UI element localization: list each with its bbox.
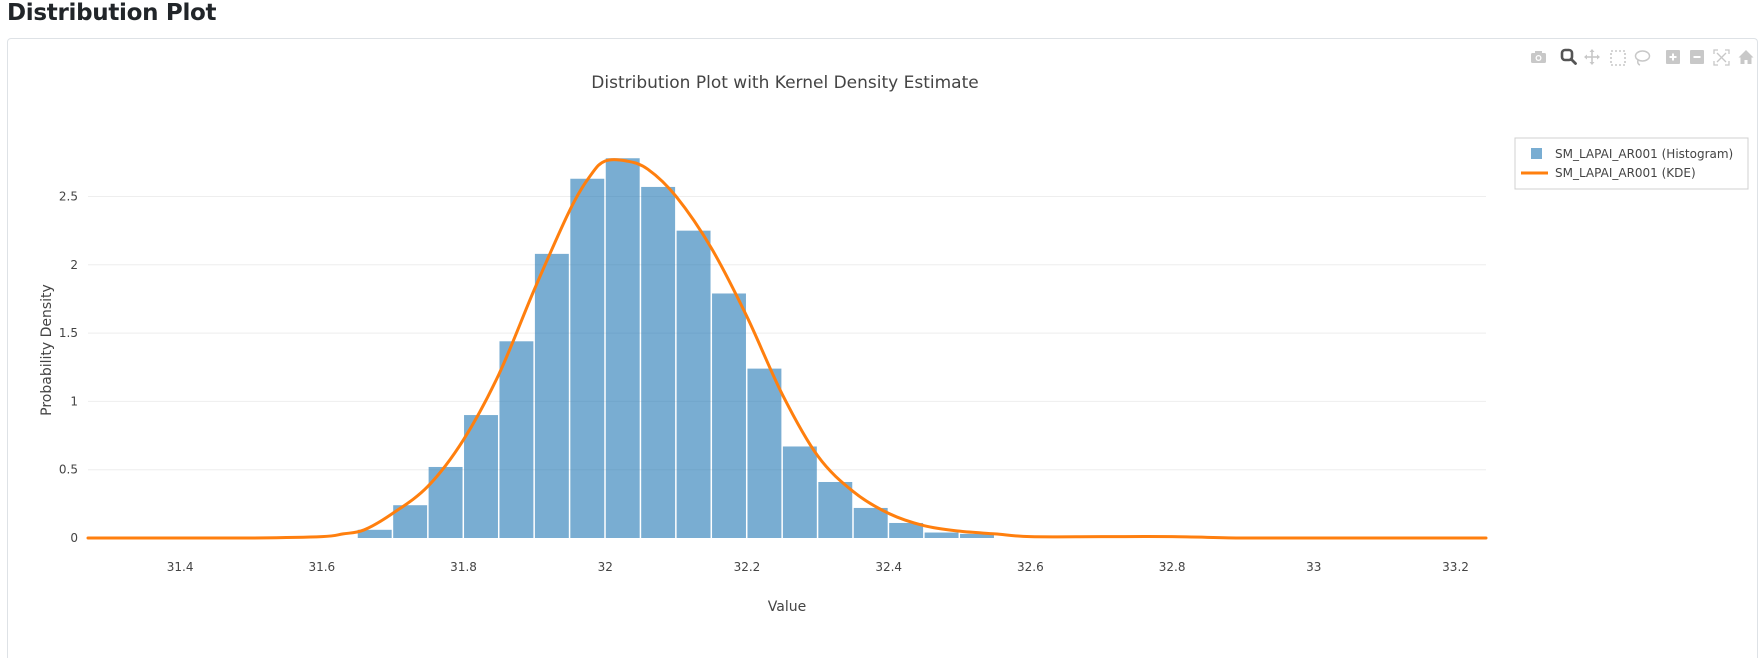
x-tick-label: 32.6 bbox=[1017, 560, 1044, 574]
histogram-bar[interactable] bbox=[747, 368, 782, 538]
lasso-select-icon[interactable] bbox=[1634, 50, 1651, 66]
x-tick-label: 32.8 bbox=[1159, 560, 1186, 574]
histogram-bar[interactable] bbox=[464, 415, 498, 538]
histogram-bar[interactable] bbox=[889, 522, 924, 538]
y-tick-label: 1 bbox=[70, 394, 78, 408]
y-tick-label: 2 bbox=[70, 258, 78, 272]
x-tick-label: 32.2 bbox=[734, 560, 761, 574]
histogram-bar[interactable] bbox=[960, 533, 994, 538]
zoom-icon[interactable] bbox=[1560, 48, 1577, 65]
histogram-bar[interactable] bbox=[499, 341, 534, 538]
zoom-out-icon[interactable] bbox=[1690, 50, 1704, 64]
x-tick-label: 33 bbox=[1306, 560, 1321, 574]
y-tick-label: 1.5 bbox=[59, 326, 78, 340]
legend-item-histogram[interactable]: SM_LAPAI_AR001 (Histogram) bbox=[1531, 147, 1733, 161]
y-axis-ticks: 0 0.5 1 1.5 2 2.5 bbox=[59, 189, 78, 545]
histogram-bar[interactable] bbox=[712, 293, 746, 538]
kde-line[interactable] bbox=[86, 158, 1488, 540]
legend: SM_LAPAI_AR001 (Histogram) SM_LAPAI_AR00… bbox=[1514, 137, 1749, 190]
histogram-bar[interactable] bbox=[641, 186, 676, 539]
histogram-bar[interactable] bbox=[357, 529, 392, 538]
gridlines bbox=[88, 195, 1486, 471]
y-tick-label: 2.5 bbox=[59, 189, 78, 203]
y-axis-title: Probability Density bbox=[39, 284, 55, 416]
histogram-bar[interactable] bbox=[605, 158, 640, 539]
histogram-bars[interactable] bbox=[357, 158, 994, 539]
zoom-in-icon[interactable] bbox=[1666, 50, 1680, 64]
x-axis-ticks: 31.4 31.6 31.8 32 32.2 32.4 32.6 32.8 33 33.2 bbox=[167, 560, 1469, 574]
autoscale-icon[interactable] bbox=[1713, 49, 1730, 66]
x-tick-label: 32.4 bbox=[875, 560, 902, 574]
box-select-icon[interactable] bbox=[1610, 50, 1626, 66]
x-tick-label: 32 bbox=[598, 560, 613, 574]
x-axis-title: Value bbox=[768, 599, 806, 615]
x-tick-label: 31.6 bbox=[308, 560, 335, 574]
chart-card bbox=[7, 38, 1758, 658]
legend-item-kde[interactable]: SM_LAPAI_AR001 (KDE) bbox=[1521, 166, 1696, 180]
y-tick-label: 0.5 bbox=[59, 463, 78, 477]
x-tick-label: 31.8 bbox=[450, 560, 477, 574]
x-tick-label: 31.4 bbox=[167, 560, 194, 574]
histogram-bar[interactable] bbox=[534, 253, 569, 539]
camera-icon[interactable] bbox=[1531, 51, 1546, 63]
histogram-bar[interactable] bbox=[676, 230, 711, 538]
modebar bbox=[1531, 48, 1754, 66]
histogram-bar[interactable] bbox=[818, 481, 853, 538]
histogram-swatch-icon bbox=[1531, 148, 1542, 159]
pan-icon[interactable] bbox=[1584, 49, 1600, 65]
histogram-bar[interactable] bbox=[570, 178, 605, 538]
legend-label-histogram: SM_LAPAI_AR001 (Histogram) bbox=[1555, 147, 1733, 161]
x-tick-label: 33.2 bbox=[1442, 560, 1469, 574]
page-title: Distribution Plot bbox=[7, 0, 217, 26]
chart-title: Distribution Plot with Kernel Density Es… bbox=[591, 73, 978, 93]
histogram-bar[interactable] bbox=[782, 446, 817, 538]
histogram-bar[interactable] bbox=[924, 532, 959, 538]
histogram-bar[interactable] bbox=[853, 507, 888, 538]
legend-label-kde: SM_LAPAI_AR001 (KDE) bbox=[1555, 166, 1696, 180]
y-tick-label: 0 bbox=[70, 531, 78, 545]
histogram-bar[interactable] bbox=[428, 466, 463, 538]
home-icon[interactable] bbox=[1738, 50, 1754, 64]
